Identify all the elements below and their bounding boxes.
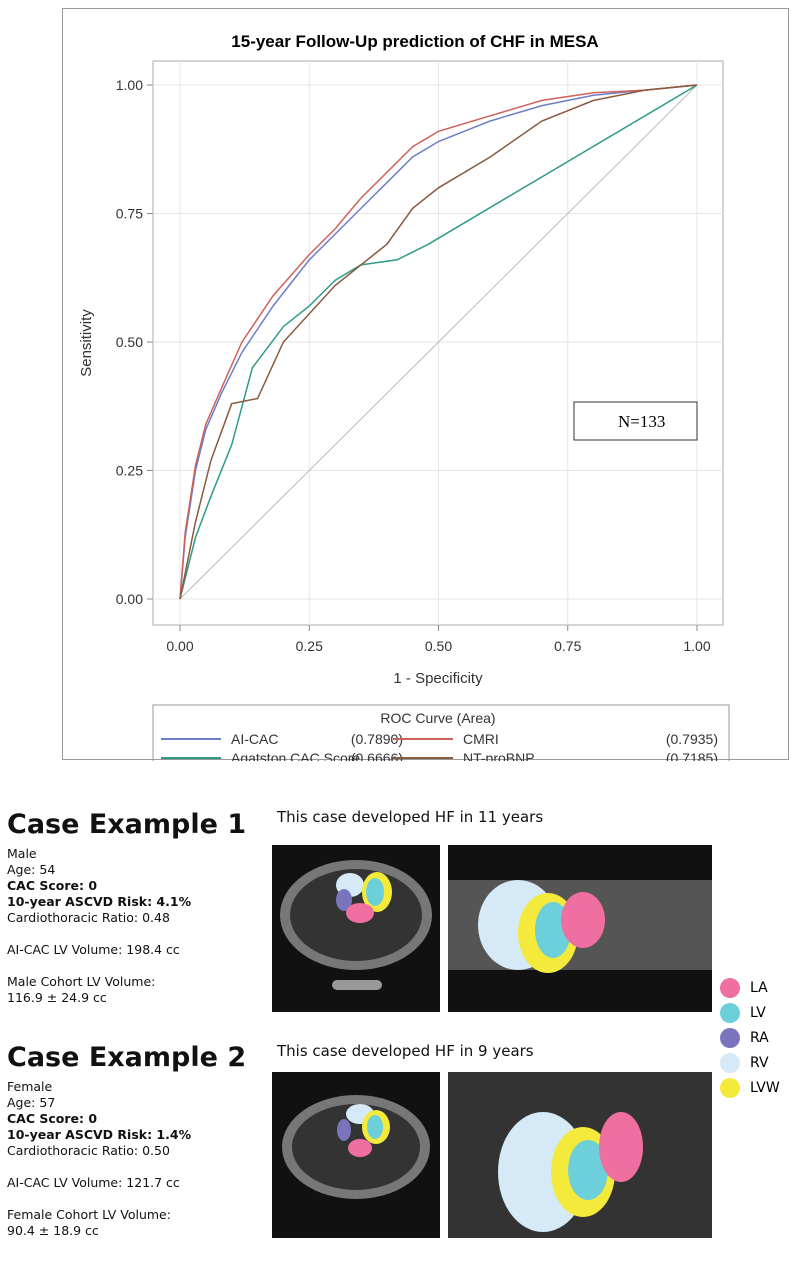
case-sex: Male bbox=[7, 846, 37, 861]
case-example-2: Case Example 2 Female Age: 57 CAC Score:… bbox=[7, 1043, 246, 1239]
segmentation-legend: LA LV RA RV LVW bbox=[720, 975, 780, 1100]
legend-series-name: CMRI bbox=[463, 731, 499, 747]
y-axis-label: Sensitivity bbox=[78, 309, 95, 377]
legend-series-area: (0.7890) bbox=[351, 731, 403, 747]
case-age: Age: 54 bbox=[7, 862, 56, 877]
y-tick-label: 0.25 bbox=[116, 463, 143, 479]
x-tick-label: 0.25 bbox=[296, 638, 323, 654]
case-title: Case Example 2 bbox=[7, 1042, 247, 1073]
x-axis-label: 1 - Specificity bbox=[393, 670, 483, 687]
case-1-sagittal-ct-image bbox=[448, 845, 712, 1012]
case-1-axial-ct-image bbox=[272, 845, 440, 1012]
case-cac: CAC Score: 0 bbox=[7, 878, 98, 893]
x-tick-label: 0.50 bbox=[425, 638, 452, 654]
legend-series-area: (0.6666) bbox=[351, 750, 403, 761]
legend-label: RV bbox=[750, 1054, 769, 1071]
roc-chart: 15-year Follow-Up prediction of CHF in M… bbox=[62, 8, 789, 772]
case-cac: CAC Score: 0 bbox=[7, 1111, 98, 1126]
case-ascvd: 10-year ASCVD Risk: 1.4% bbox=[7, 1127, 192, 1142]
case-2-sagittal-ct-image bbox=[448, 1072, 712, 1238]
y-tick-label: 0.00 bbox=[116, 591, 143, 607]
y-tick-label: 1.00 bbox=[116, 77, 143, 93]
y-tick-label: 0.75 bbox=[116, 206, 143, 222]
lv-swatch bbox=[720, 1002, 740, 1023]
case-sex: Female bbox=[7, 1079, 53, 1094]
n-annotation: N=133 bbox=[618, 412, 665, 431]
x-tick-label: 1.00 bbox=[683, 638, 710, 654]
case-ascvd: 10-year ASCVD Risk: 4.1% bbox=[7, 894, 192, 909]
case-title: Case Example 1 bbox=[7, 809, 247, 840]
x-tick-label: 0.75 bbox=[554, 638, 581, 654]
diagonal-reference-line bbox=[179, 84, 698, 600]
roc-curve-cmri bbox=[179, 84, 698, 600]
y-tick-label: 0.50 bbox=[116, 334, 143, 350]
case-2-axial-ct-image bbox=[272, 1072, 440, 1238]
legend-item-lvw: LVW bbox=[720, 1075, 780, 1100]
legend-item-ra: RA bbox=[720, 1025, 780, 1050]
chart-title: 15-year Follow-Up prediction of CHF in M… bbox=[231, 32, 598, 51]
case-ctr: Cardiothoracic Ratio: 0.48 bbox=[7, 910, 170, 925]
rv-swatch bbox=[720, 1052, 740, 1073]
case-age: Age: 57 bbox=[7, 1095, 56, 1110]
case-1-caption: This case developed HF in 11 years bbox=[277, 808, 544, 826]
case-2-caption: This case developed HF in 9 years bbox=[277, 1042, 534, 1060]
legend-title: ROC Curve (Area) bbox=[380, 710, 495, 726]
legend-item-rv: RV bbox=[720, 1050, 780, 1075]
legend-series-name: NT-proBNP bbox=[463, 750, 535, 761]
legend-series-area: (0.7935) bbox=[666, 731, 718, 747]
legend-item-lv: LV bbox=[720, 1000, 780, 1025]
roc-curve-nt-probnp bbox=[179, 84, 698, 600]
x-tick-label: 0.00 bbox=[166, 638, 193, 654]
legend-label: LA bbox=[750, 979, 768, 996]
case-lv-volume: AI-CAC LV Volume: 198.4 cc bbox=[7, 942, 180, 957]
roc-curve-ai-cac bbox=[179, 84, 698, 600]
n-annotation-box bbox=[573, 401, 698, 441]
roc-curve-agatston-cac-score bbox=[179, 84, 698, 600]
legend-series-area: (0.7185) bbox=[666, 750, 718, 761]
case-example-1: Case Example 1 Male Age: 54 CAC Score: 0… bbox=[7, 810, 246, 1006]
case-cohort-value: 116.9 ± 24.9 cc bbox=[7, 990, 107, 1005]
case-cohort-label: Male Cohort LV Volume: bbox=[7, 974, 156, 989]
legend-series-name: AI-CAC bbox=[231, 731, 278, 747]
la-swatch bbox=[720, 977, 740, 998]
ra-swatch bbox=[720, 1027, 740, 1048]
legend-label: RA bbox=[750, 1029, 769, 1046]
case-lv-volume: AI-CAC LV Volume: 121.7 cc bbox=[7, 1175, 180, 1190]
lvw-swatch bbox=[720, 1077, 740, 1098]
roc-svg: 15-year Follow-Up prediction of CHF in M… bbox=[78, 32, 730, 772]
case-cohort-label: Female Cohort LV Volume: bbox=[7, 1207, 171, 1222]
legend-item-la: LA bbox=[720, 975, 780, 1000]
case-ctr: Cardiothoracic Ratio: 0.50 bbox=[7, 1143, 170, 1158]
legend-label: LV bbox=[750, 1004, 766, 1021]
legend-label: LVW bbox=[750, 1079, 780, 1096]
case-cohort-value: 90.4 ± 18.9 cc bbox=[7, 1223, 99, 1238]
legend-series-name: Agatston CAC Score bbox=[231, 750, 360, 761]
